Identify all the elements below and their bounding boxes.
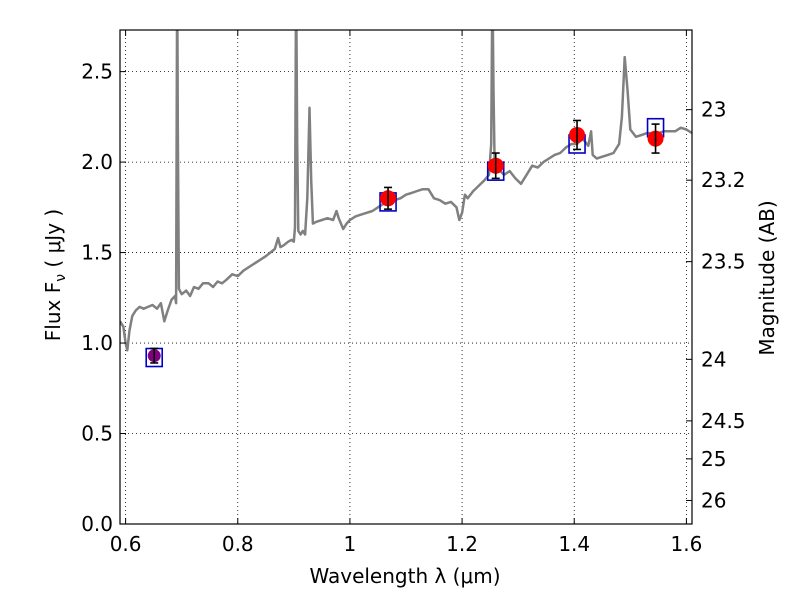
x-axis-label: Wavelength λ (μm) bbox=[309, 564, 500, 588]
y-axis-label-left: Flux Fν ( μJy ) bbox=[41, 209, 69, 341]
y-tick-label: 0.0 bbox=[81, 512, 113, 536]
axes: 0.6 0.8 1 1.2 1.4 1.6 0.0 0.5 1.0 1.5 2.0 2.5 23 23.2… bbox=[81, 29, 746, 556]
magnitude-tick-label: 23.5 bbox=[701, 250, 746, 274]
magnitude-tick-label: 23 bbox=[701, 98, 726, 122]
plot-area bbox=[120, 30, 692, 368]
y-axis-label-text: Flux F bbox=[41, 282, 65, 341]
y-axis-label-unit: ( μJy ) bbox=[41, 209, 65, 274]
y-axis-label-right: Magnitude (AB) bbox=[755, 200, 779, 355]
magnitude-tick-label: 23.2 bbox=[701, 168, 746, 192]
magnitude-tick-label: 25 bbox=[701, 447, 726, 471]
x-tick-label: 1.2 bbox=[446, 532, 478, 556]
x-tick-label: 0.6 bbox=[110, 532, 142, 556]
y-tick-label: 1.0 bbox=[81, 331, 113, 355]
magnitude-tick-label: 26 bbox=[701, 488, 726, 512]
y-tick-label: 2.0 bbox=[81, 150, 113, 174]
y-tick-label: 0.5 bbox=[81, 422, 113, 446]
y-tick-label: 2.5 bbox=[81, 60, 113, 84]
x-tick-label: 1.6 bbox=[670, 532, 702, 556]
y-tick-label: 1.5 bbox=[81, 241, 113, 265]
plot-frame bbox=[119, 29, 693, 525]
magnitude-tick-label: 24.5 bbox=[701, 409, 746, 433]
spectrum-line bbox=[120, 30, 692, 352]
y-axis-label-subscript: ν bbox=[53, 274, 69, 282]
x-tick-label: 0.8 bbox=[222, 532, 254, 556]
x-tick-label: 1 bbox=[344, 532, 357, 556]
grid bbox=[120, 30, 692, 525]
x-tick-label: 1.4 bbox=[558, 532, 590, 556]
magnitude-tick-label: 24 bbox=[701, 347, 726, 371]
